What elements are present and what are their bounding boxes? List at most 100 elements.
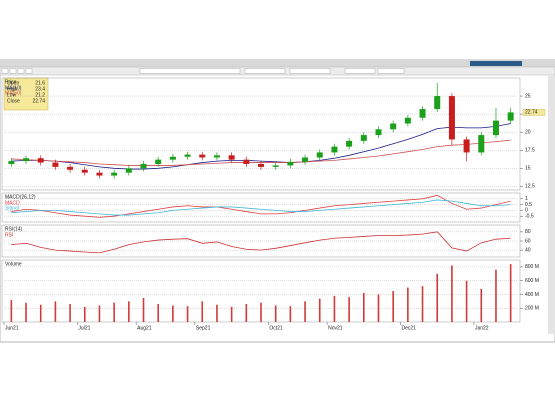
y-tick-label: 800 M xyxy=(525,264,539,270)
volume-bar xyxy=(128,301,130,322)
candle-body xyxy=(258,163,264,167)
candle-body xyxy=(419,109,426,118)
y-tick-label: 0.5 xyxy=(525,202,532,208)
candle-body xyxy=(96,172,103,176)
x-tick-label: Jul21 xyxy=(78,325,90,331)
y-tick-label: 0 xyxy=(525,208,528,214)
button[interactable] xyxy=(1,68,9,74)
candle-body xyxy=(375,129,382,136)
candle-body xyxy=(346,140,353,147)
pane-title: Price xyxy=(5,79,17,85)
info-label: High xyxy=(7,86,18,92)
volume-bar xyxy=(260,302,262,322)
x-tick-label: Nov21 xyxy=(328,325,343,331)
volume-bar xyxy=(172,305,174,322)
legend-entry: Signal xyxy=(5,205,19,211)
line-series xyxy=(11,199,511,216)
candle-body xyxy=(404,117,411,124)
candle-body xyxy=(492,120,499,136)
volume-bar xyxy=(421,286,424,322)
x-tick-label: Aug21 xyxy=(137,325,152,331)
y-tick-label: 12.5 xyxy=(525,184,535,190)
candle-body xyxy=(507,112,514,121)
button[interactable] xyxy=(344,68,376,74)
candle-body xyxy=(213,155,220,158)
candle-body xyxy=(478,135,485,153)
volume-bar xyxy=(407,287,409,322)
scrollbar[interactable] xyxy=(548,76,555,334)
info-value: 22.74 xyxy=(32,98,45,104)
volume-bar xyxy=(289,306,292,322)
volume-bar xyxy=(245,304,248,322)
legend-entry: MA(10) xyxy=(5,85,22,91)
pane-title: RSI(14) xyxy=(5,226,23,232)
candle-body xyxy=(316,152,323,158)
button[interactable] xyxy=(377,68,405,74)
volume-bar xyxy=(216,304,218,322)
button[interactable] xyxy=(9,68,17,74)
pane-title: Volume xyxy=(5,261,22,267)
info-value: 21.6 xyxy=(35,80,45,86)
candle-body xyxy=(67,166,74,170)
volume-bar xyxy=(186,306,189,322)
candle-body xyxy=(184,154,191,157)
volume-bar xyxy=(25,302,27,322)
y-tick-label: 200 M xyxy=(525,306,539,312)
candle-body xyxy=(302,157,309,162)
x-tick-label: Dec21 xyxy=(402,325,417,331)
pane xyxy=(1,192,521,223)
volume-bar xyxy=(509,264,512,322)
candle-body xyxy=(360,135,367,141)
volume-bar xyxy=(83,306,86,322)
info-label: Low xyxy=(7,92,17,98)
dropdown[interactable] xyxy=(139,68,241,74)
volume-bar xyxy=(480,288,483,322)
y-tick-label: 400 M xyxy=(525,292,539,298)
candle-body xyxy=(272,165,279,167)
button[interactable] xyxy=(17,68,25,74)
candle-body xyxy=(81,169,88,173)
volume-bar xyxy=(157,304,159,322)
info-value: 21.2 xyxy=(35,92,45,98)
x-tick-label: Sep21 xyxy=(196,325,211,331)
button[interactable] xyxy=(244,68,286,74)
volume-bar xyxy=(465,280,468,322)
volume-bar xyxy=(69,304,71,322)
candle-body xyxy=(228,155,235,160)
volume-bar xyxy=(495,269,497,322)
volume-bar xyxy=(274,305,277,322)
volume-bar xyxy=(113,302,115,322)
line-series xyxy=(11,194,511,218)
volume-bar xyxy=(230,306,233,322)
candle-body xyxy=(243,159,250,164)
volume-bar xyxy=(304,301,306,322)
menu-bar xyxy=(0,60,555,67)
candle-body xyxy=(155,159,162,164)
last-price-box xyxy=(522,109,546,116)
toolbar-tab[interactable] xyxy=(470,61,522,66)
line-series xyxy=(11,231,511,254)
y-tick-label: 1 xyxy=(525,196,528,202)
candle-body xyxy=(463,139,470,153)
y-tick-label: -0.5 xyxy=(525,214,534,220)
info-label: Close xyxy=(7,98,20,104)
info-value: 23.4 xyxy=(35,86,45,92)
y-tick-label: 17.5 xyxy=(525,148,535,154)
candle-body xyxy=(169,156,176,160)
y-tick-label: 25 xyxy=(525,93,531,99)
candle-body xyxy=(140,163,147,169)
pane-title: MACD(26,12) xyxy=(5,194,36,200)
volume-bar xyxy=(142,297,145,322)
y-tick-label: 15 xyxy=(525,166,531,172)
volume-bar xyxy=(39,304,42,322)
candle-body xyxy=(52,162,59,167)
y-tick-label: 40 xyxy=(525,247,531,253)
button[interactable] xyxy=(289,68,331,74)
button[interactable] xyxy=(25,68,33,74)
y-tick-label: 600 M xyxy=(525,278,539,284)
volume-bar xyxy=(10,299,13,322)
legend-entry: MA(50) xyxy=(5,90,22,96)
volume-bar xyxy=(98,305,101,322)
